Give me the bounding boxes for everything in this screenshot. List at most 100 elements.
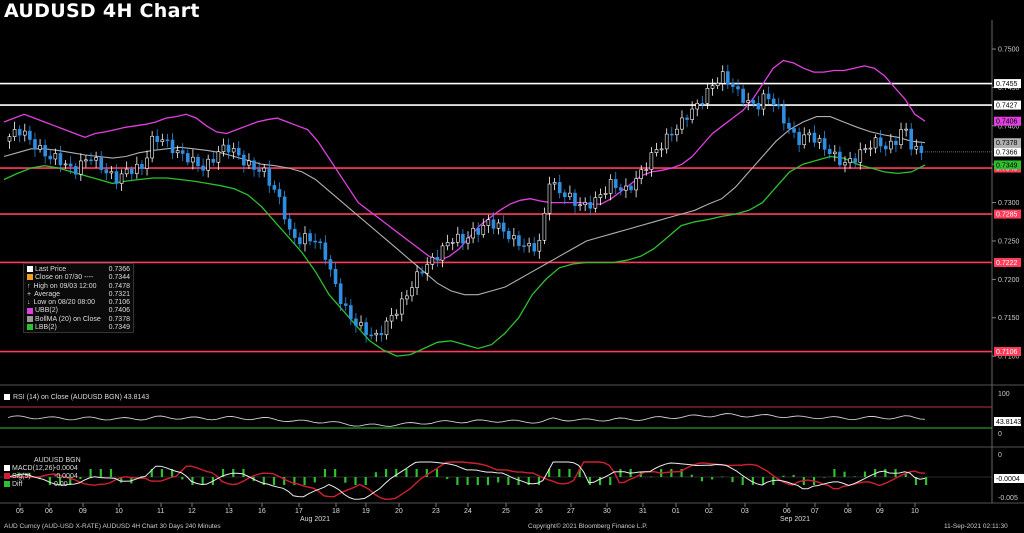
legend-label: BollMA (20) on Close: [27, 316, 101, 324]
candle-up: [12, 129, 17, 137]
y-tick-label: 0.7400: [998, 123, 1020, 130]
candle-up: [889, 140, 893, 150]
macd-histogram-bar: [109, 469, 113, 477]
candle-down: [573, 192, 577, 206]
candle-up: [873, 137, 878, 149]
macd-swatch: [4, 473, 10, 480]
candle-down: [613, 179, 618, 188]
candle-up: [262, 167, 267, 172]
macd-histogram-bar: [558, 469, 561, 477]
macd-histogram-bar: [527, 477, 530, 485]
candlesticks: [7, 64, 992, 343]
legend-value: 0.7106: [108, 299, 130, 307]
candle-up: [578, 204, 582, 207]
macd-histogram-bar: [731, 477, 734, 483]
macd-signal-line: [8, 461, 926, 501]
legend-symbol: ↑: [27, 282, 31, 290]
value-marker: [994, 116, 1021, 126]
macd-histogram-bar: [751, 477, 754, 485]
x-tick-label: 13: [225, 508, 233, 515]
rsi-value-marker: [994, 417, 1021, 426]
macd-title: AUDUSD BGN: [34, 457, 81, 464]
candle-up: [598, 194, 603, 198]
candle-down: [328, 259, 333, 270]
candle-down: [726, 71, 730, 85]
candle-up: [216, 151, 221, 163]
candle-up: [552, 182, 557, 185]
macd-item-value: -0.0004: [54, 465, 78, 472]
macd-histogram-bar: [884, 469, 887, 477]
x-tick-label: 01: [672, 508, 680, 515]
candle-up: [914, 145, 919, 150]
macd-item-value: 0.00: [54, 481, 68, 488]
macd-histogram-bar: [609, 477, 612, 485]
x-tick-label: 09: [876, 508, 884, 515]
rsi-label: RSI (14) on Close (AUDUSD BGN) 43.8143: [4, 394, 149, 401]
candle-down: [751, 100, 756, 104]
macd-histogram-bar: [435, 469, 439, 477]
candle-up: [425, 264, 430, 274]
legend-label: + Average: [27, 290, 61, 298]
candle-down: [170, 139, 175, 154]
candle-down: [272, 185, 277, 190]
candle-down: [292, 228, 297, 238]
x-tick-label: 31: [639, 508, 647, 515]
candle-down: [461, 233, 465, 244]
macd-item-label: Sig(9): [12, 473, 31, 480]
candle-up: [659, 148, 664, 151]
value-marker-label: 0.7366: [996, 149, 1018, 156]
candle-up: [680, 117, 684, 130]
candle-up: [858, 149, 863, 163]
candle-down: [797, 132, 801, 146]
candle-down: [323, 242, 328, 260]
candle-down: [180, 150, 185, 154]
macd-histogram-bar: [578, 469, 581, 477]
candle-up: [53, 153, 58, 160]
time-axis: 05 06 09 10 11 12 13 16 17 18 19 20 23 24 25 26 27 30 31 01…: [16, 503, 919, 523]
candle-up: [583, 202, 587, 206]
candle-up: [649, 152, 654, 170]
y-tick-label: 0.7450: [998, 85, 1020, 92]
candle-up: [593, 197, 598, 209]
candle-down: [588, 202, 593, 209]
candle-up: [456, 233, 460, 243]
candle-up: [603, 193, 608, 195]
candle-up: [542, 212, 547, 241]
candle-up: [7, 136, 12, 142]
candle-up: [63, 163, 68, 166]
candle-up: [303, 233, 307, 245]
candle-down: [766, 93, 771, 100]
candle-down: [741, 88, 745, 103]
price-legend: Last Price 0.7366 Close on 07/30 ---- 0.734…: [23, 263, 134, 333]
candle-down: [313, 240, 317, 243]
macd-histogram-bar: [395, 469, 398, 477]
candle-up: [690, 108, 694, 120]
x-tick-label: 02: [705, 508, 713, 515]
candle-up: [608, 179, 613, 194]
x-tick-label: 05: [16, 508, 24, 515]
candle-up: [705, 88, 710, 104]
x-tick-label: 26: [535, 508, 543, 515]
candle-up: [654, 149, 659, 154]
candle-down: [822, 138, 827, 150]
candle-down: [792, 128, 796, 133]
candle-up: [644, 169, 649, 171]
candle-up: [221, 144, 226, 152]
macd-histogram-bar: [293, 477, 296, 485]
x-tick-label: 20: [395, 508, 403, 515]
value-marker: [994, 147, 1021, 157]
legend-label: LBB(2): [27, 324, 57, 332]
macd-histogram-bar: [690, 474, 693, 477]
candle-down: [838, 151, 842, 166]
candle-down: [557, 182, 562, 194]
candle-down: [28, 130, 32, 140]
macd-histogram-bar: [670, 469, 673, 477]
footer-security: AUD Curncy (AUD-USD X-RATE) AUDUSD 4H Ch…: [4, 523, 221, 530]
macd-histogram-bar: [120, 477, 123, 483]
macd-line: [7, 461, 926, 500]
macd-histogram-bar: [201, 477, 204, 485]
macd-histogram-bar: [262, 477, 265, 485]
candle-down: [522, 245, 526, 247]
legend-value: 0.7349: [108, 324, 130, 332]
